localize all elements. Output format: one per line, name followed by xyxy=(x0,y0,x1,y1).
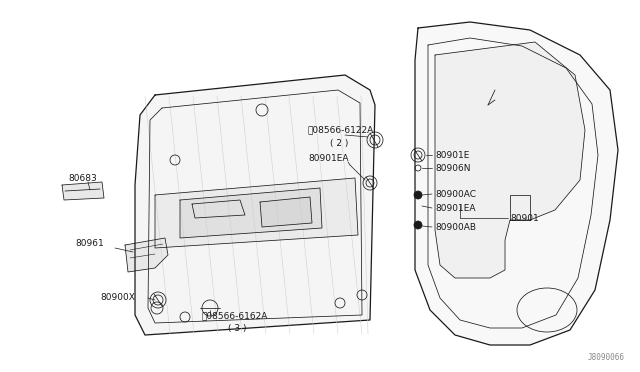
Text: ( 2 ): ( 2 ) xyxy=(330,138,348,148)
Polygon shape xyxy=(155,178,358,248)
Polygon shape xyxy=(135,75,375,335)
Text: Ⓢ08566-6122A: Ⓢ08566-6122A xyxy=(308,125,374,135)
Text: 80900X: 80900X xyxy=(100,294,135,302)
Text: J8090066: J8090066 xyxy=(588,353,625,362)
Text: Ⓢ08566-6162A: Ⓢ08566-6162A xyxy=(202,311,268,321)
Text: 80901EA: 80901EA xyxy=(308,154,349,163)
Circle shape xyxy=(414,221,422,229)
Polygon shape xyxy=(435,42,585,278)
Text: 80901EA: 80901EA xyxy=(435,203,476,212)
Text: 80900AB: 80900AB xyxy=(435,222,476,231)
Polygon shape xyxy=(180,188,322,238)
Polygon shape xyxy=(415,22,618,345)
Text: 80901: 80901 xyxy=(510,214,539,222)
Text: 80961: 80961 xyxy=(75,238,104,247)
Text: 80900AC: 80900AC xyxy=(435,189,476,199)
Text: 80683: 80683 xyxy=(68,173,97,183)
Polygon shape xyxy=(510,195,530,220)
Text: 80906N: 80906N xyxy=(435,164,470,173)
Polygon shape xyxy=(62,182,104,200)
Circle shape xyxy=(414,191,422,199)
Text: ( 3 ): ( 3 ) xyxy=(228,324,246,334)
Polygon shape xyxy=(260,197,312,227)
Text: 80901E: 80901E xyxy=(435,151,469,160)
Polygon shape xyxy=(125,238,168,272)
